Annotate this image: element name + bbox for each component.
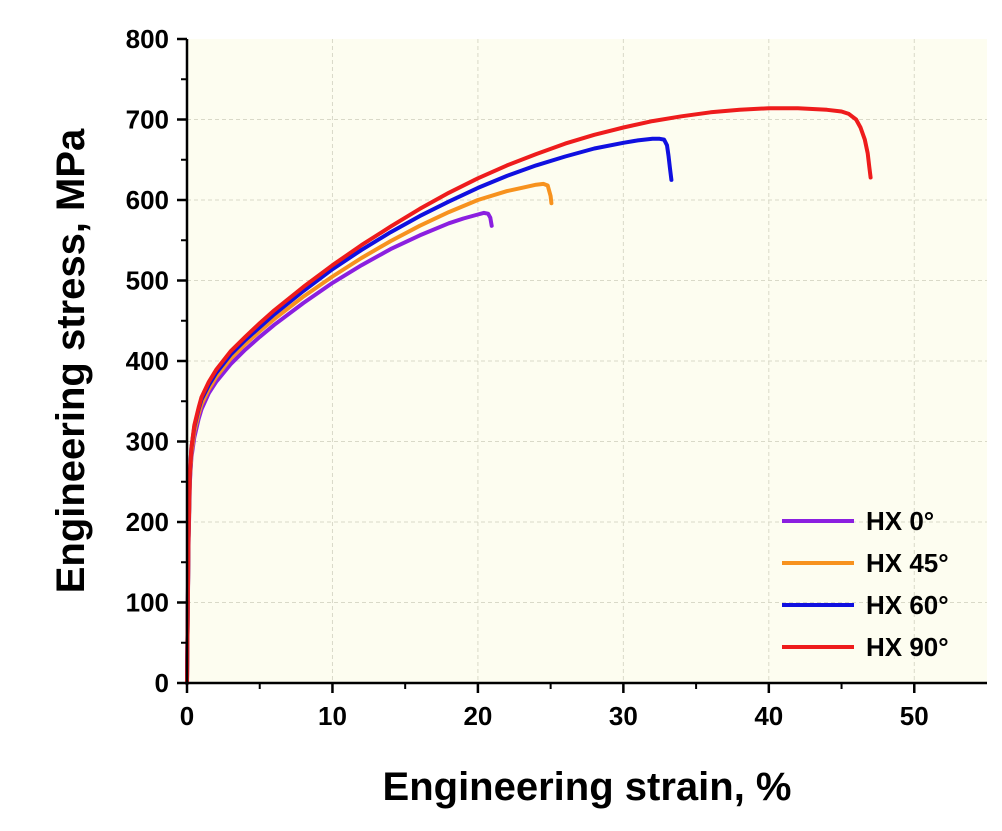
grid-lines [187, 39, 987, 683]
legend-label-1: HX 45° [866, 548, 949, 578]
x-tick-label: 40 [754, 701, 783, 731]
legend-label-3: HX 90° [866, 632, 949, 662]
x-tick-label: 20 [463, 701, 492, 731]
x-tick-label: 10 [318, 701, 347, 731]
x-axis-title: Engineering strain, % [383, 765, 792, 809]
legend-label-0: HX 0° [866, 506, 934, 536]
y-tick-label: 100 [126, 588, 169, 618]
legend-label-2: HX 60° [866, 590, 949, 620]
y-tick-label: 700 [126, 105, 169, 135]
series-lines [185, 106, 873, 685]
x-tick-label: 50 [900, 701, 929, 731]
y-tick-label: 500 [126, 266, 169, 296]
y-axis-title: Engineering stress, MPa [49, 128, 93, 593]
legend: HX 0° HX 45° HX 60° HX 90° [782, 506, 949, 662]
y-tick-label: 600 [126, 185, 169, 215]
series-line-3 [185, 106, 873, 685]
y-tick-label: 200 [126, 507, 169, 537]
y-tick-label: 800 [126, 24, 169, 54]
y-tick-label: 400 [126, 346, 169, 376]
y-tick-label: 300 [126, 427, 169, 457]
x-tick-label: 30 [609, 701, 638, 731]
y-tick-label: 0 [155, 668, 169, 698]
x-tick-label: 0 [180, 701, 194, 731]
